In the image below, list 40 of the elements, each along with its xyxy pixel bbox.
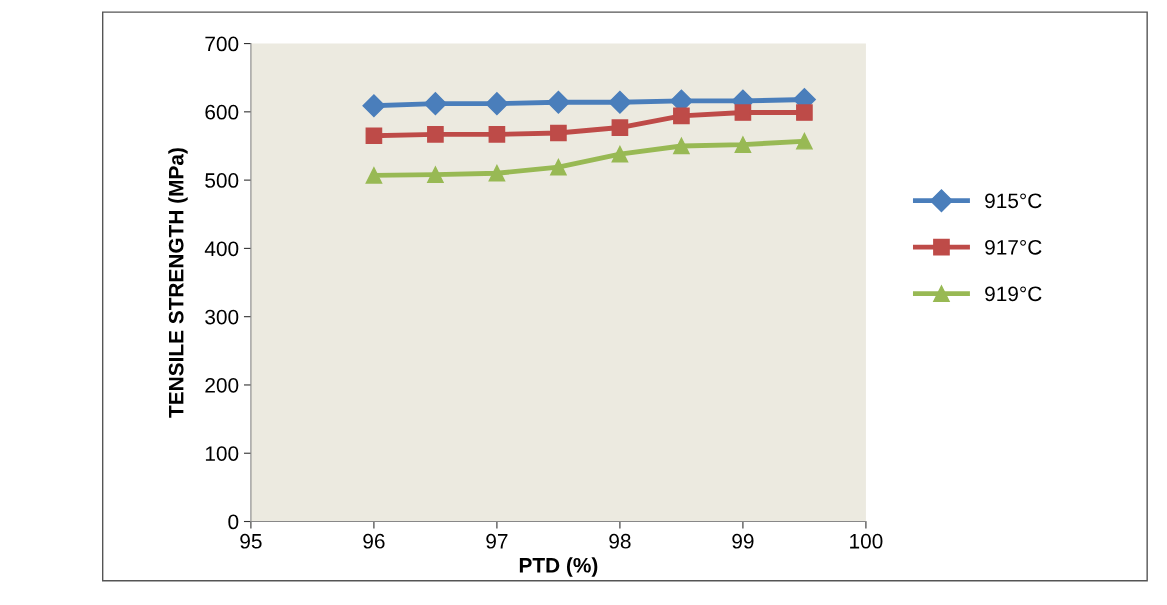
y-tick-label: 400: [204, 241, 239, 257]
y-tick-label: 200: [205, 377, 239, 393]
y-tick-label: 600: [205, 104, 239, 120]
legend-label: 919°C: [985, 286, 1042, 302]
point: [608, 90, 632, 114]
point: [365, 127, 383, 145]
point: [734, 136, 752, 153]
x-tick-label: 95: [240, 533, 262, 549]
point: [673, 137, 690, 155]
point: [362, 94, 386, 118]
point: [796, 132, 813, 150]
point: [365, 167, 383, 184]
y-tick-label: 700: [205, 36, 239, 52]
legend-label: 917°C: [985, 239, 1042, 255]
x-tick-label: 100: [850, 533, 883, 549]
y-tick-label: 100: [205, 446, 239, 461]
x-axis-title: PTD (%): [519, 557, 598, 577]
point: [488, 126, 506, 143]
legend-label: 915°C: [985, 193, 1042, 209]
point: [734, 104, 752, 121]
point: [550, 158, 567, 176]
y-tick-label: 500: [205, 173, 239, 188]
point: [611, 145, 629, 163]
point: [427, 126, 444, 143]
point: [673, 107, 690, 125]
y-axis-title: TENSILE STRENGTH (MPa): [168, 148, 188, 418]
point: [423, 92, 447, 116]
point: [485, 92, 509, 116]
point: [796, 104, 813, 121]
y-tick-label: 0: [228, 514, 239, 530]
x-tick-label: 98: [609, 533, 631, 549]
x-tick-label: 97: [486, 533, 508, 549]
point: [546, 90, 570, 114]
x-tick-label: 99: [732, 533, 754, 549]
point: [427, 166, 444, 183]
x-tick-label: 96: [363, 533, 385, 549]
point: [550, 124, 567, 142]
point: [488, 164, 506, 182]
y-tick-label: 300: [205, 309, 239, 325]
point: [611, 119, 629, 136]
